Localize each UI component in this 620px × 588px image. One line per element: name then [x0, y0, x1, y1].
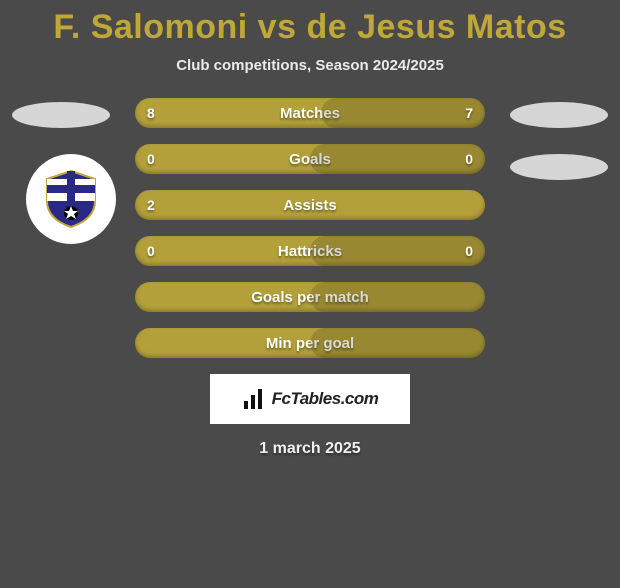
date-label: 1 march 2025 — [10, 440, 610, 458]
stat-label: Assists — [283, 197, 336, 214]
stat-value-left: 0 — [147, 151, 155, 167]
bars-chart-icon — [242, 387, 266, 411]
stat-value-right: 0 — [465, 151, 473, 167]
stat-bar-right-segment — [310, 328, 485, 358]
stat-value-right: 0 — [465, 243, 473, 259]
stat-bar-assists: 2 Assists — [135, 190, 485, 220]
stat-bar-right-segment — [310, 282, 485, 312]
stat-bar-right-segment — [321, 98, 486, 128]
stat-bar-min-per-goal: Min per goal — [135, 328, 485, 358]
player-right-shadow-2 — [510, 154, 608, 180]
club-crest-icon — [39, 167, 103, 231]
logo-text: FcTables.com — [272, 389, 379, 409]
comparison-area: 8Matches7 0Goals0 2 Assists 0Hattricks0 Goals… — [0, 98, 620, 458]
player-right-shadow-1 — [510, 102, 608, 128]
stat-value-right: 7 — [465, 105, 473, 121]
stat-bars: 8Matches7 0Goals0 2 Assists 0Hattricks0 Goals… — [135, 98, 485, 358]
player-left-shadow — [12, 102, 110, 128]
stat-bar-right-segment — [310, 236, 485, 266]
stat-value-left: 0 — [147, 243, 155, 259]
stat-bar-goals: 0Goals0 — [135, 144, 485, 174]
stat-value-left: 2 — [147, 197, 155, 213]
stat-bar-matches: 8Matches7 — [135, 98, 485, 128]
stat-bar-goals-per-match: Goals per match — [135, 282, 485, 312]
page-title: F. Salomoni vs de Jesus Matos — [0, 8, 620, 47]
club-badge-left — [26, 154, 116, 244]
stat-value-left: 8 — [147, 105, 155, 121]
stat-bar-hattricks: 0Hattricks0 — [135, 236, 485, 266]
fctables-logo: FcTables.com — [210, 374, 410, 424]
stat-bar-right-segment — [310, 144, 485, 174]
subtitle: Club competitions, Season 2024/2025 — [0, 57, 620, 74]
